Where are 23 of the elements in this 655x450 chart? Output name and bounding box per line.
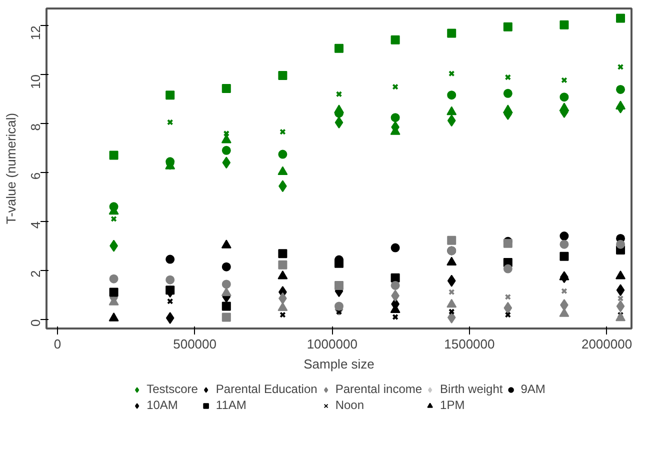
legend-label: 1PM (440, 398, 465, 412)
y-tick-label: 12 (28, 26, 43, 40)
legend-label: Noon (335, 398, 364, 412)
x-axis-title: Sample size (304, 356, 374, 372)
x-tick-label: 1000000 (306, 336, 358, 352)
x-tick-label: 2000000 (581, 336, 632, 352)
x-tick-label: 500000 (173, 336, 217, 352)
y-tick-label: 10 (28, 74, 43, 90)
legend-label: Parental Education (216, 382, 318, 396)
y-tick-label: 4 (28, 221, 43, 229)
x-tick-label: 0 (54, 336, 62, 352)
legend-label: 9AM (520, 382, 546, 396)
legend-label: Birth weight (440, 382, 503, 396)
y-tick-label: 0 (28, 319, 43, 326)
legend-label: Testscore (146, 382, 198, 396)
y-tick-label: 6 (28, 172, 43, 180)
x-tick-label: 1500000 (444, 336, 495, 352)
legend-label: Parental income (335, 382, 422, 396)
y-tick-label: 8 (28, 123, 43, 131)
y-axis-title: T-value (numerical) (4, 112, 18, 224)
legend-label: 10AM (146, 398, 178, 412)
y-tick-label: 2 (28, 270, 43, 278)
legend-label: 11AM (216, 398, 246, 412)
